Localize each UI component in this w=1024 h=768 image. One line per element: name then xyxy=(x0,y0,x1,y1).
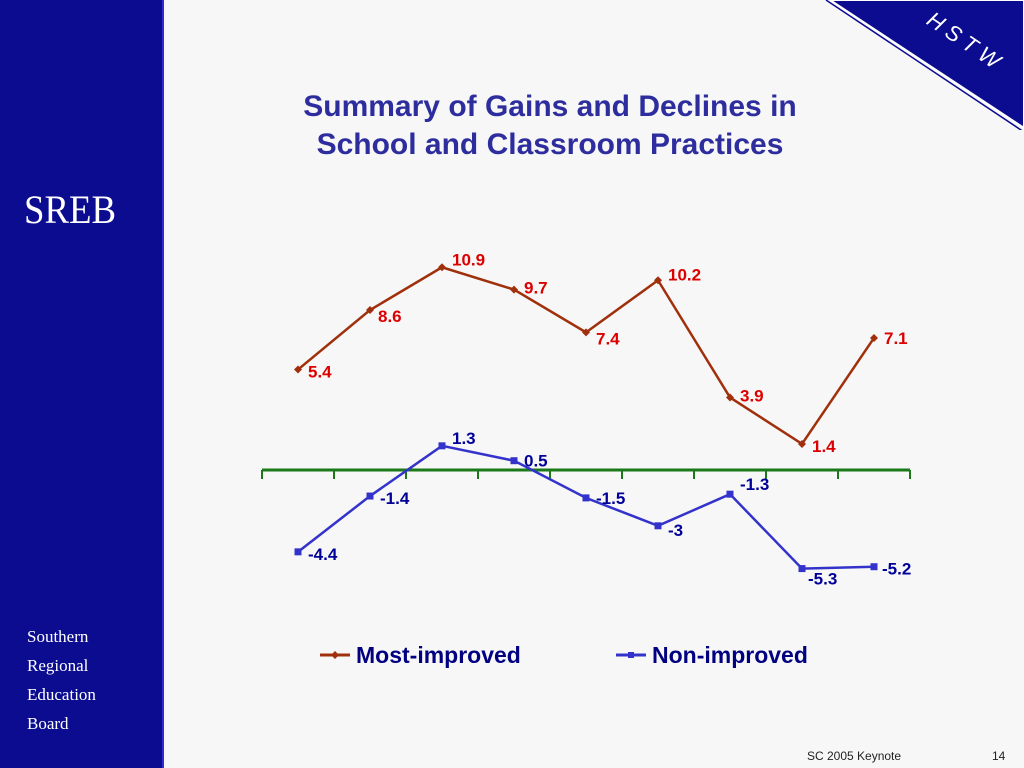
hstw-corner-banner: HSTW xyxy=(825,0,1024,130)
data-label: -4.4 xyxy=(308,545,338,564)
data-label: 1.3 xyxy=(452,429,476,448)
data-label: 1.4 xyxy=(812,437,836,456)
data-point xyxy=(582,328,590,337)
data-label: 0.5 xyxy=(524,452,548,471)
org-line-4: Board xyxy=(27,714,69,733)
data-label: 10.9 xyxy=(452,250,485,269)
data-point xyxy=(870,333,878,342)
data-point xyxy=(366,306,374,315)
org-line-3: Education xyxy=(27,685,96,704)
sreb-logo: SREB xyxy=(24,187,117,232)
legend-label-non-improved: Non-improved xyxy=(652,641,808,668)
data-point xyxy=(582,494,590,502)
legend-item-non-improved: Non-improved xyxy=(616,640,808,670)
legend-swatch-most-improved xyxy=(320,651,350,659)
data-label: -1.5 xyxy=(596,489,625,508)
data-label: 7.1 xyxy=(884,329,908,348)
data-label: 9.7 xyxy=(524,279,548,298)
organization-name: Southern Regional Education Board xyxy=(27,622,96,738)
data-label: 3.9 xyxy=(740,386,764,405)
footer-note: SC 2005 Keynote xyxy=(807,749,902,763)
data-point xyxy=(294,365,302,374)
line-chart: 5.4 8.6 10.9 9.7 7.4 10.2 3.9 1.4 7.1 -4.4 -1.4 1.3… xyxy=(261,250,911,589)
title-line-2: School and Classroom Practices xyxy=(316,128,784,161)
org-line-2: Regional xyxy=(27,656,89,675)
legend-item-most-improved: Most-improved xyxy=(320,640,521,670)
data-point xyxy=(798,565,806,573)
org-line-1: Southern xyxy=(27,627,89,646)
data-label: 7.4 xyxy=(596,329,620,348)
data-point xyxy=(726,490,734,498)
chart-legend: Most-improved Non-improved xyxy=(320,640,880,670)
data-label: 5.4 xyxy=(308,363,332,382)
data-label: -1.4 xyxy=(380,489,410,508)
data-point xyxy=(294,548,302,556)
data-label: -5.2 xyxy=(882,560,911,579)
page-number: 14 xyxy=(992,749,1006,763)
legend-swatch-non-improved xyxy=(616,652,646,658)
data-point xyxy=(726,393,734,402)
data-label: -3 xyxy=(668,521,683,540)
data-label: 10.2 xyxy=(668,265,701,284)
data-point xyxy=(438,442,446,450)
series-line-most-improved xyxy=(297,265,876,446)
legend-label-most-improved: Most-improved xyxy=(356,641,521,668)
data-point xyxy=(510,457,518,465)
data-point xyxy=(798,439,806,448)
data-point xyxy=(870,563,878,571)
slide-title: Summary of Gains and Declines in School … xyxy=(200,88,900,164)
data-point xyxy=(654,522,662,530)
title-line-1: Summary of Gains and Declines in xyxy=(303,90,797,123)
data-point xyxy=(510,285,518,294)
data-point xyxy=(438,263,446,272)
data-label: -1.3 xyxy=(740,475,769,494)
data-label: -5.3 xyxy=(808,570,837,589)
data-point xyxy=(366,492,374,500)
data-point xyxy=(654,276,662,285)
data-label: 8.6 xyxy=(378,307,402,326)
sidebar-band: SREB Southern Regional Education Board xyxy=(0,0,164,768)
